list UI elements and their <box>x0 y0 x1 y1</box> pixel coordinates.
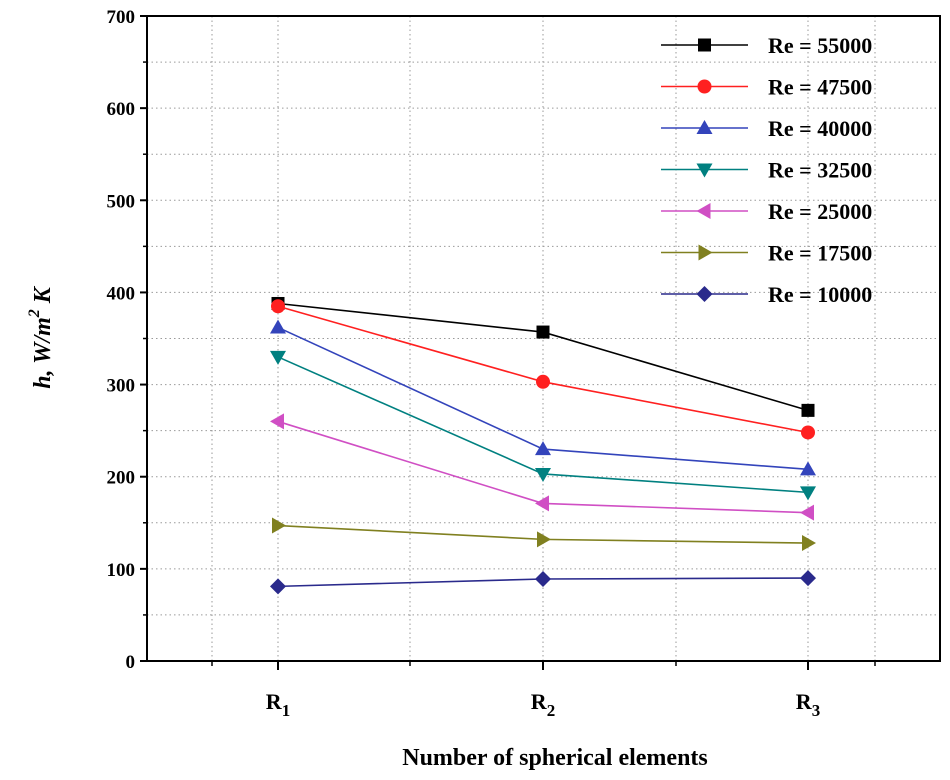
x-tick-label-base: R <box>796 689 813 714</box>
y-axis-title-tail: K <box>30 285 56 309</box>
legend-marker <box>698 244 713 261</box>
data-point <box>535 495 549 512</box>
series <box>270 350 816 501</box>
legend-item: Re = 55000 <box>661 33 872 58</box>
data-point <box>801 425 815 440</box>
legend-label: Re = 25000 <box>768 199 872 224</box>
data-point <box>800 504 814 521</box>
legend-item: Re = 47500 <box>661 75 872 100</box>
legend-item: Re = 32500 <box>661 158 872 183</box>
legend-item: Re = 17500 <box>661 241 872 266</box>
y-axis-title-main: h, W/m <box>30 317 56 389</box>
legend-marker <box>698 38 711 52</box>
legend-marker <box>696 120 713 134</box>
series <box>271 299 815 440</box>
data-point <box>536 374 550 389</box>
data-point <box>537 531 551 548</box>
legend-label: Re = 47500 <box>768 75 872 100</box>
legend-label: Re = 32500 <box>768 158 872 183</box>
data-point <box>536 325 550 339</box>
x-tick-label: R1 <box>266 689 290 720</box>
legend: Re = 55000 Re = 47500 Re = 40000 Re = 32500… <box>661 33 872 307</box>
data-point <box>535 441 551 456</box>
data-point <box>800 486 816 501</box>
y-tick-label: 100 <box>107 560 136 581</box>
y-axis-title-sup: 2 <box>26 309 43 318</box>
data-point <box>270 578 286 595</box>
x-axis-title: Number of spherical elements <box>402 745 708 771</box>
x-tick-label-sub: 1 <box>282 701 291 720</box>
series <box>270 570 816 595</box>
y-tick-label: 700 <box>107 7 136 28</box>
legend-item: Re = 40000 <box>661 116 872 141</box>
legend-marker <box>696 163 713 178</box>
legend-label: Re = 17500 <box>768 241 872 266</box>
x-tick-label-sub: 3 <box>812 701 821 720</box>
x-tick-label: R3 <box>796 689 820 720</box>
data-point <box>801 403 815 417</box>
x-tick-label-base: R <box>266 689 283 714</box>
data-point <box>270 319 286 334</box>
legend-item: Re = 10000 <box>661 282 872 307</box>
legend-marker <box>697 79 712 94</box>
y-tick-label: 500 <box>107 191 136 212</box>
legend-label: Re = 40000 <box>768 116 872 141</box>
y-axis-title: h, W/m2 K <box>26 285 56 389</box>
data-point <box>800 461 816 476</box>
data-point <box>802 535 816 552</box>
x-tick-label-sub: 2 <box>547 701 556 720</box>
data-point <box>535 570 551 587</box>
legend-label: Re = 55000 <box>768 33 872 58</box>
legend-label: Re = 10000 <box>768 282 872 307</box>
series <box>272 517 816 552</box>
y-tick-label: 200 <box>107 468 136 489</box>
y-tick-label: 600 <box>107 99 136 120</box>
x-tick-label-base: R <box>531 689 548 714</box>
x-tick-label: R2 <box>531 689 555 720</box>
series-line <box>277 305 809 434</box>
y-tick-label: 300 <box>107 376 136 397</box>
y-tick-label: 0 <box>126 652 136 673</box>
legend-marker <box>696 286 713 302</box>
legend-item: Re = 25000 <box>661 199 872 224</box>
data-point <box>270 413 284 430</box>
y-tick-label: 400 <box>107 283 136 304</box>
series <box>270 319 816 476</box>
series-group <box>270 296 816 595</box>
data-point <box>270 350 286 365</box>
data-point <box>271 299 285 314</box>
legend-marker <box>696 203 711 219</box>
data-point <box>800 570 816 587</box>
data-point <box>272 517 286 534</box>
series <box>270 413 814 521</box>
data-point <box>535 467 551 482</box>
